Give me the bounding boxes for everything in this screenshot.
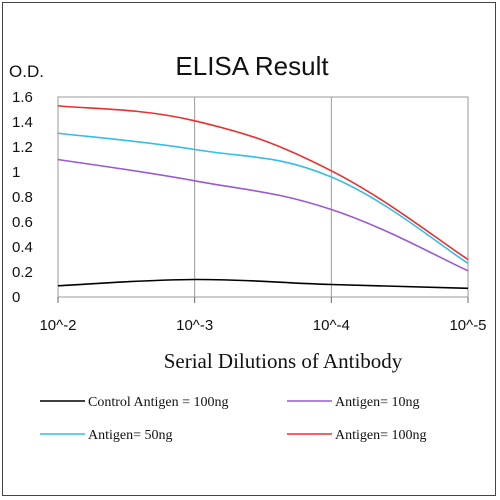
y-tick-label: 1 — [12, 164, 20, 181]
x-tick-label: 10^-2 — [39, 317, 76, 334]
y-axis-label: O.D. — [9, 62, 44, 81]
x-axis-label: Serial Dilutions of Antibody — [164, 349, 403, 373]
grid-lines — [194, 97, 332, 297]
series-line-1 — [57, 158, 469, 272]
series-line-0 — [57, 278, 469, 290]
series-line-3 — [57, 104, 469, 261]
y-tick-label: 0 — [12, 289, 20, 306]
y-tick-label: 0.4 — [12, 239, 33, 256]
series-line-2 — [57, 132, 469, 264]
legend: Control Antigen = 100ng Antigen= 10ng Anti… — [40, 395, 427, 443]
x-tick-label: 10^-5 — [449, 317, 486, 334]
legend-label: Antigen= 100ng — [335, 428, 427, 443]
y-tick-label: 0.2 — [12, 264, 33, 281]
y-tick-labels: 0 0.2 0.4 0.6 0.8 1 1.2 1.4 1.6 — [12, 89, 33, 306]
legend-label: Antigen= 50ng — [88, 428, 173, 443]
chart-title: ELISA Result — [175, 51, 329, 81]
plot-area — [57, 96, 469, 298]
x-tick-label: 10^-3 — [176, 317, 213, 334]
y-tick-label: 1.4 — [12, 114, 33, 131]
chart-frame — [2, 2, 496, 496]
x-tick-label: 10^-4 — [313, 317, 350, 334]
y-tick-label: 1.6 — [12, 89, 33, 106]
legend-label: Antigen= 10ng — [335, 395, 420, 410]
y-tick-label: 0.6 — [12, 214, 33, 231]
x-tick-labels: 10^-2 10^-3 10^-4 10^-5 — [39, 297, 487, 334]
y-tick-label: 0.8 — [12, 189, 33, 206]
series-lines — [57, 104, 469, 290]
legend-label: Control Antigen = 100ng — [88, 395, 229, 410]
y-tick-label: 1.2 — [12, 139, 33, 156]
